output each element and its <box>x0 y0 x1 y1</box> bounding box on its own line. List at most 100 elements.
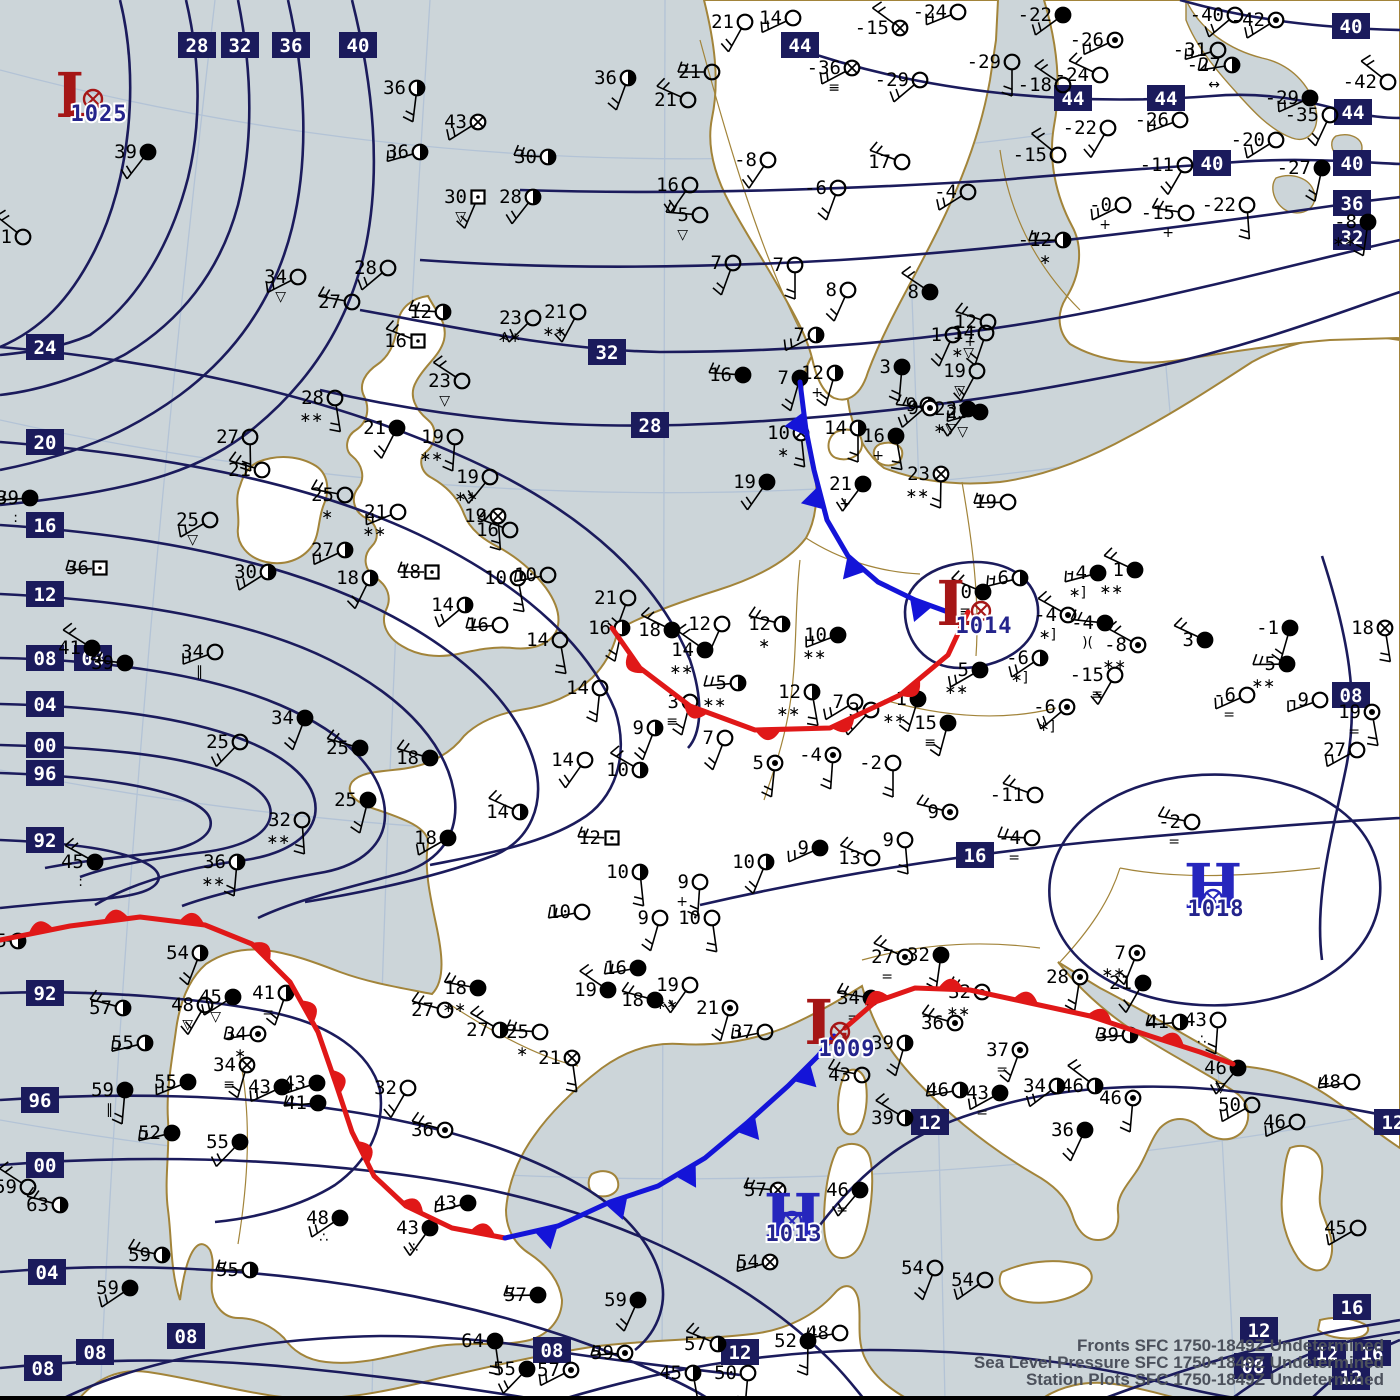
svg-text:32: 32 <box>596 342 619 364</box>
station-temperature: 55 <box>493 1358 516 1380</box>
station-plot: 18 <box>1351 617 1394 663</box>
station-plot: 37= <box>986 1039 1029 1083</box>
isobar-label: 32 <box>588 339 626 365</box>
station-plot: 18 <box>414 827 457 856</box>
wind-barb <box>387 153 413 163</box>
station-temperature: 10 <box>804 624 827 646</box>
station-weather-symbol: ∗∗ <box>906 486 929 502</box>
pressure-center-letter: L <box>936 567 980 640</box>
station-temperature: 19 <box>974 491 997 513</box>
wind-barb <box>301 827 306 854</box>
station-plot: -15 <box>855 1 909 39</box>
station-symbol <box>531 1023 549 1041</box>
station-weather-symbol: ∗▽ <box>952 345 975 361</box>
station-symbol <box>201 511 219 529</box>
isobar-label: 08 <box>24 1355 62 1381</box>
station-temperature: 18 <box>414 827 437 849</box>
station-temperature: -22 <box>1202 194 1236 216</box>
wind-barb <box>640 879 645 906</box>
wind-barb <box>466 624 493 629</box>
station-symbol <box>486 1332 504 1350</box>
station-plot: 25▽ <box>176 509 219 548</box>
station-symbol <box>651 909 669 927</box>
station-plot: 32 <box>374 1077 417 1118</box>
station-plot: 57 <box>503 1284 547 1306</box>
station-plot: 10∗∗ <box>803 624 847 663</box>
wind-barb <box>595 695 600 722</box>
wind-barb <box>1385 635 1392 662</box>
station-plot: 21∗∗ <box>363 501 407 540</box>
station-symbol <box>1313 159 1331 177</box>
station-symbol <box>336 486 354 504</box>
station-symbol <box>977 324 995 342</box>
station-weather-symbol: = <box>881 969 893 985</box>
station-symbol <box>944 326 962 344</box>
svg-text:96: 96 <box>29 1090 52 1112</box>
station-temperature: 48 <box>306 1207 329 1229</box>
station-weather-symbol: ∗] <box>1011 670 1028 686</box>
station-temperature: 48 <box>171 994 194 1016</box>
station-weather-symbol: ∗∗ <box>803 647 826 663</box>
station-temperature: 48 <box>1318 1071 1341 1093</box>
isobar-label: 96 <box>21 1087 59 1113</box>
station-temperature: 54 <box>951 1269 974 1291</box>
pressure-center-letter: H <box>1184 850 1243 923</box>
wind-barb <box>497 523 502 550</box>
station-plot: 57 <box>743 1177 787 1201</box>
station-temperature: 8 <box>826 279 837 301</box>
station-plot: 43 <box>827 1058 871 1086</box>
station-temperature: 32 <box>268 809 291 831</box>
isobar-label: 44 <box>781 32 819 58</box>
station-symbol <box>736 13 754 31</box>
station-weather-symbol: ▽ <box>275 289 286 305</box>
station-plot: -42 <box>1231 9 1285 39</box>
station-plot: 34 <box>1023 1075 1066 1108</box>
station-temperature: 12 <box>801 362 824 384</box>
isobar-line <box>0 0 199 357</box>
station-symbol <box>19 1178 37 1196</box>
station-symbol <box>1177 204 1195 222</box>
station-plot: -11 <box>1140 154 1194 195</box>
station-temperature: 34 <box>213 1054 236 1076</box>
station-weather-symbol: ∗∗ <box>1333 234 1356 250</box>
station-weather-symbol: ∗ <box>1039 252 1051 268</box>
station-symbol <box>959 183 977 201</box>
station-weather-symbol: ▽ <box>455 209 466 225</box>
station-plot: 12+ <box>801 362 844 407</box>
station-temperature: 18 <box>444 977 467 999</box>
station-temperature: 21 <box>711 11 734 33</box>
wind-barb <box>361 272 383 291</box>
station-plot: 45: <box>61 837 104 890</box>
station-symbol <box>734 366 752 384</box>
wind-barb <box>1214 1027 1219 1054</box>
station-symbol <box>518 1360 536 1378</box>
station-symbol <box>196 996 214 1014</box>
station-symbol <box>1054 76 1072 94</box>
station-temperature: 10 <box>678 907 701 929</box>
wind-barb <box>907 706 917 732</box>
station-temperature: 34 <box>224 1023 247 1045</box>
isobar-label: 92 <box>26 980 64 1006</box>
station-weather-symbol: ∗] <box>1038 719 1055 735</box>
station-symbol <box>1243 1096 1261 1114</box>
wind-barb <box>720 270 732 296</box>
isobar-line <box>699 816 1400 907</box>
station-weather-symbol: ∗∗ <box>1252 676 1275 692</box>
station-plot: 7 <box>778 367 809 412</box>
wind-barb <box>922 1012 948 1022</box>
station-weather-symbol: ∗ <box>234 1046 246 1062</box>
station-plot: 54 <box>901 1257 944 1301</box>
station-symbol <box>829 179 847 197</box>
station-plot: 19 <box>464 505 507 551</box>
station-plot: 25∗ <box>505 1019 549 1060</box>
station-plot: -24 <box>1055 52 1109 86</box>
station-plot: 3 <box>880 356 911 402</box>
station-plot: 16+ <box>862 425 905 471</box>
station-symbol <box>1049 146 1067 164</box>
station-temperature: 39 <box>871 1032 894 1054</box>
wind-barb <box>869 149 895 161</box>
station-plot: 19= <box>1338 701 1381 747</box>
fronts <box>0 379 1236 1250</box>
station-plot: 64 <box>461 1330 504 1376</box>
